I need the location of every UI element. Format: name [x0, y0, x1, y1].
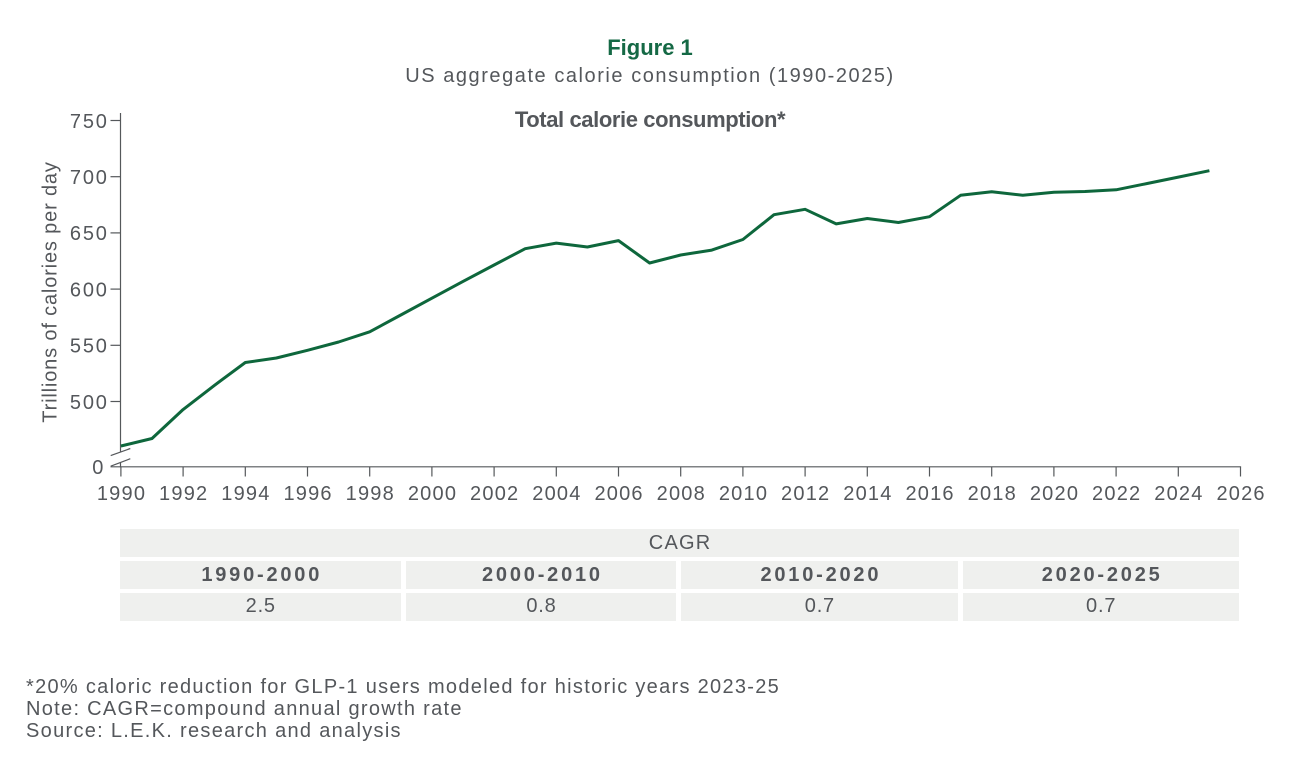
svg-text:2016: 2016: [905, 483, 954, 505]
svg-text:750: 750: [70, 111, 109, 133]
svg-text:2020: 2020: [1030, 483, 1079, 505]
svg-text:700: 700: [70, 167, 109, 189]
svg-text:2002: 2002: [470, 483, 519, 505]
svg-text:2008: 2008: [657, 483, 706, 505]
svg-text:2010: 2010: [719, 483, 768, 505]
svg-text:550: 550: [70, 336, 109, 358]
svg-text:650: 650: [70, 223, 109, 245]
svg-text:2022: 2022: [1092, 483, 1141, 505]
svg-text:2012: 2012: [781, 483, 830, 505]
svg-text:1990: 1990: [97, 483, 146, 505]
svg-text:1992: 1992: [159, 483, 208, 505]
svg-text:Trillions of calories per day: Trillions of calories per day: [40, 161, 62, 423]
svg-text:2000: 2000: [408, 483, 457, 505]
svg-text:600: 600: [70, 279, 109, 301]
svg-text:2014: 2014: [843, 483, 892, 505]
svg-text:1998: 1998: [346, 483, 395, 505]
svg-text:2026: 2026: [1216, 483, 1265, 505]
svg-text:2024: 2024: [1154, 483, 1203, 505]
svg-text:2004: 2004: [532, 483, 581, 505]
svg-text:500: 500: [70, 392, 109, 414]
svg-text:1996: 1996: [283, 483, 332, 505]
svg-text:2018: 2018: [968, 483, 1017, 505]
svg-text:2006: 2006: [594, 483, 643, 505]
svg-text:0: 0: [92, 457, 105, 479]
svg-text:1994: 1994: [221, 483, 270, 505]
